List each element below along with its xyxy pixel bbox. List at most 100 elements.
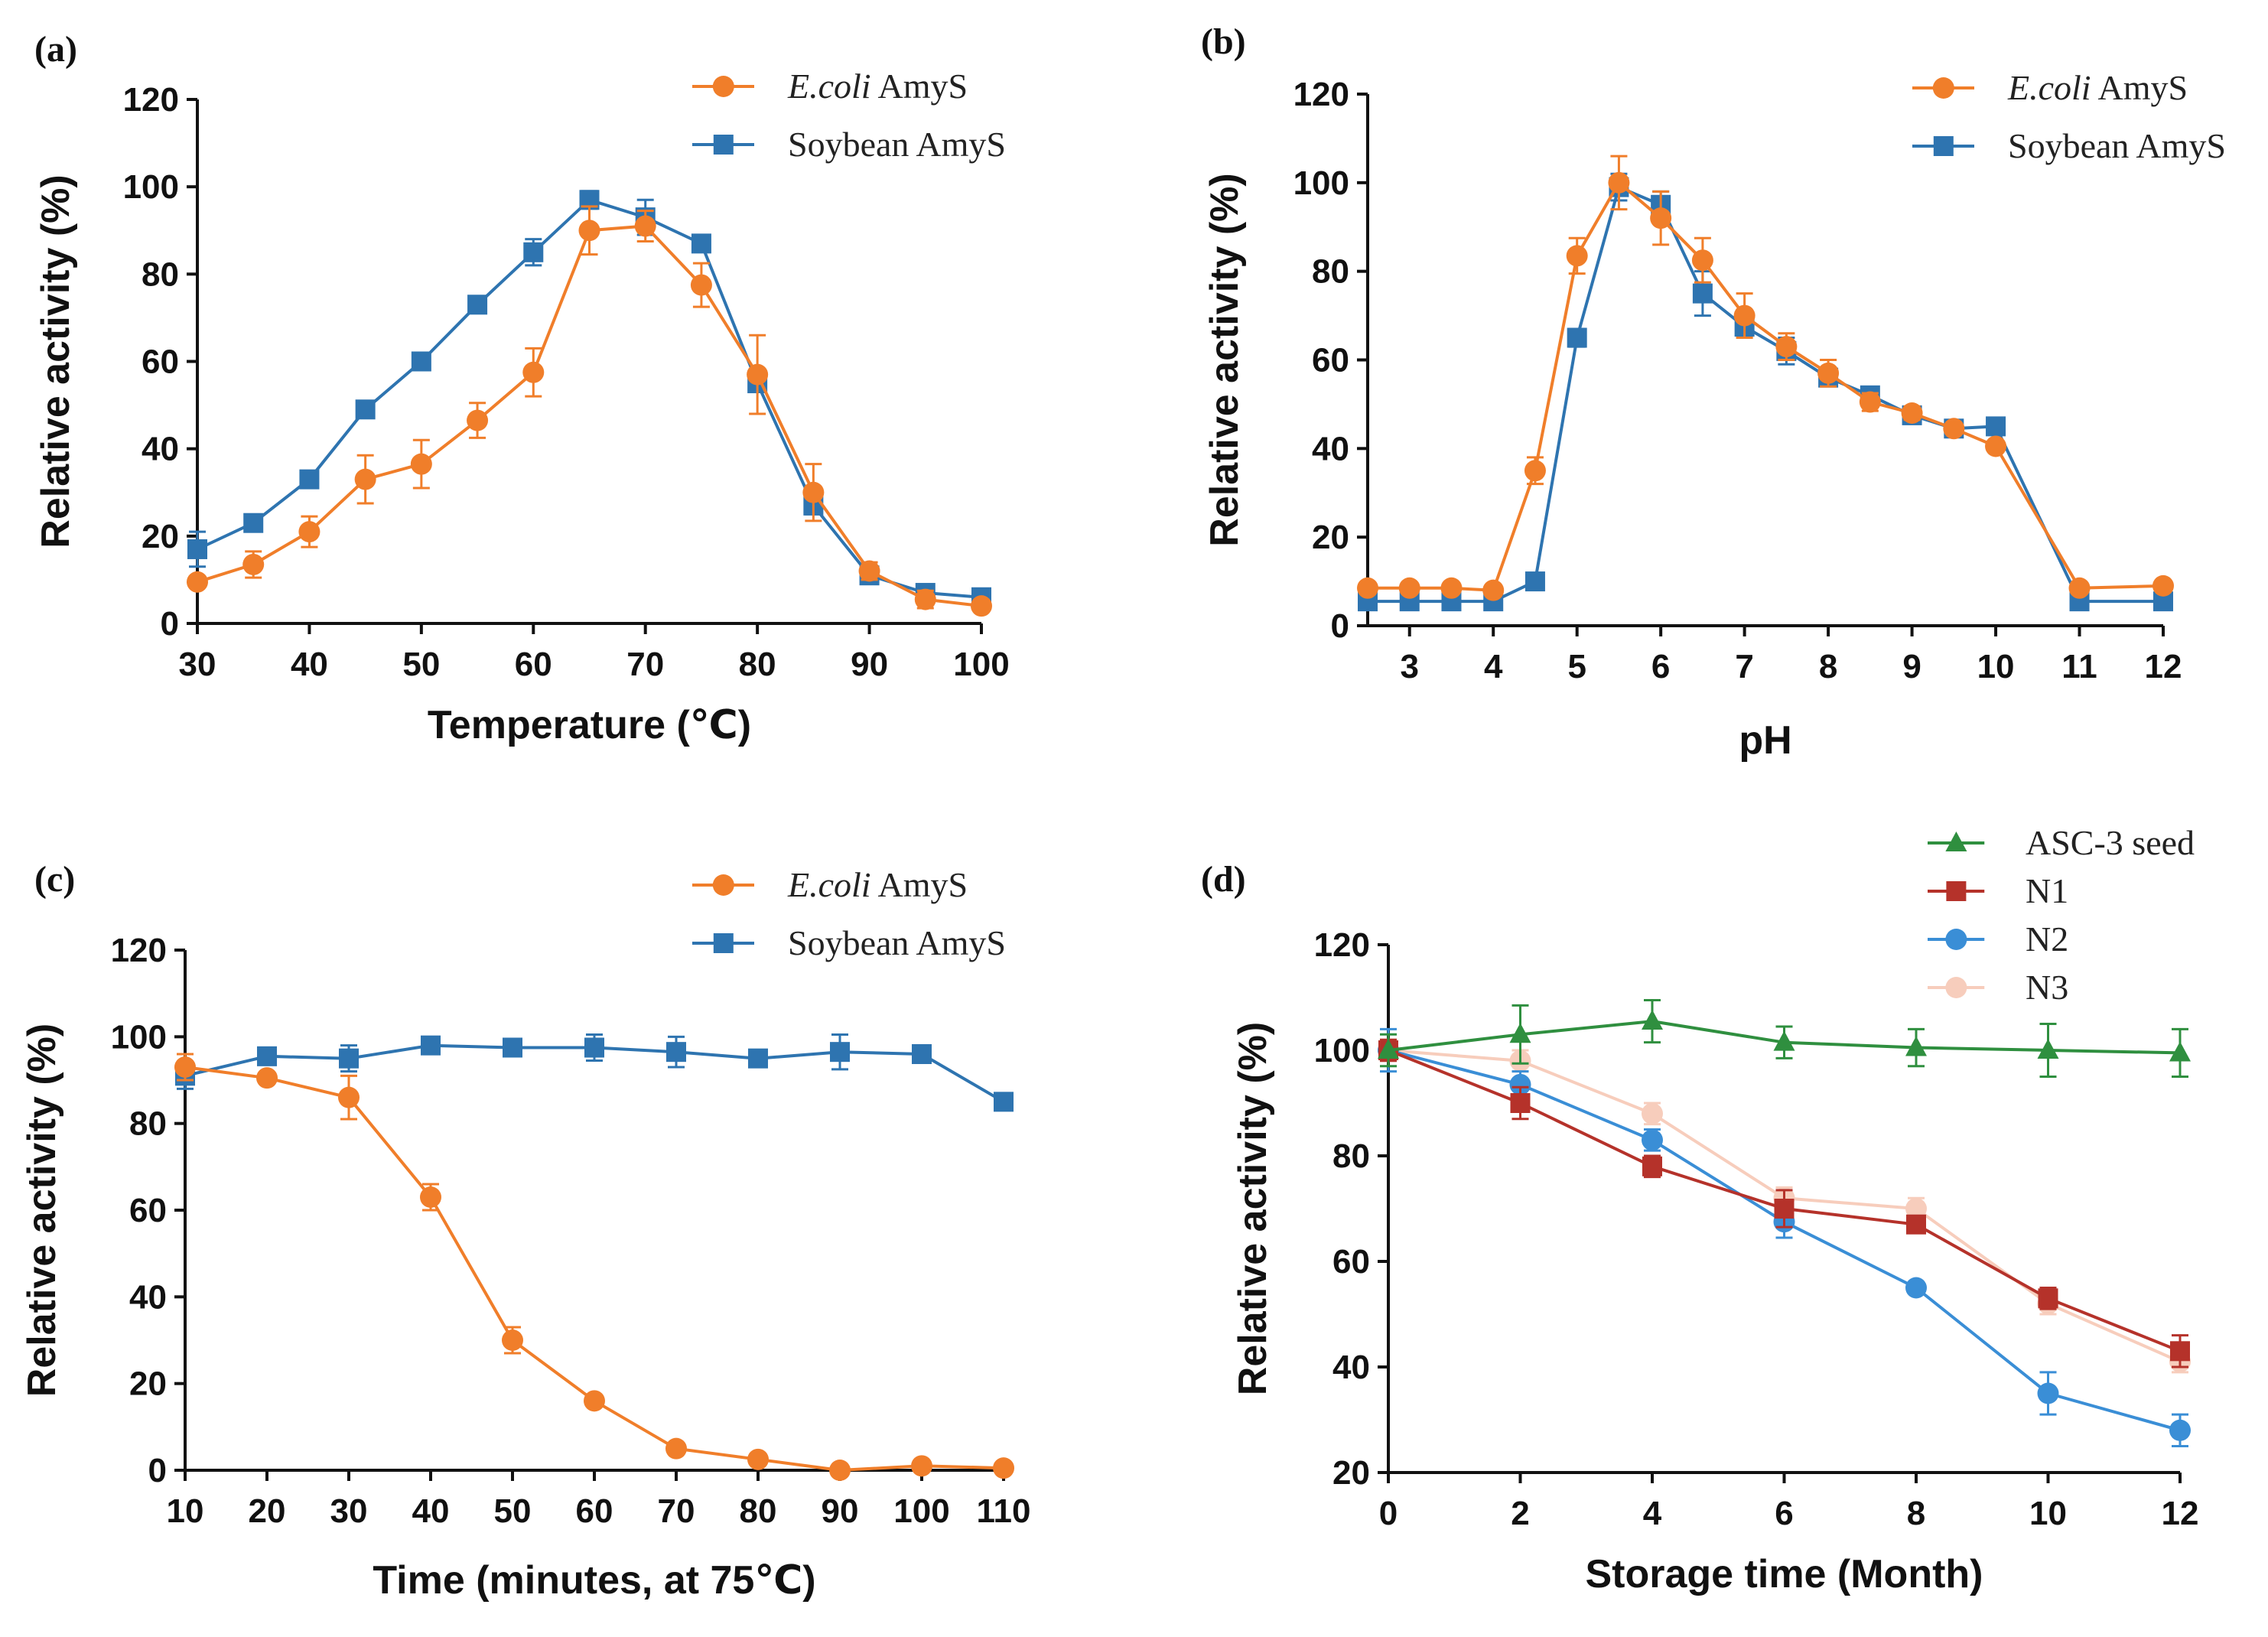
- series-e-coli-amys: [187, 205, 992, 617]
- legend-marker: [1946, 881, 1967, 901]
- y-tick-label: 60: [1332, 1243, 1370, 1281]
- x-tick-label: 10: [2029, 1495, 2067, 1532]
- legend-label-text: N2: [2026, 919, 2068, 958]
- x-tick-label: 80: [740, 1492, 777, 1530]
- legend-label: N3: [2026, 968, 2068, 1007]
- y-axis-title: Relative activity (%): [20, 1024, 64, 1397]
- legend-label: E.coli AmyS: [787, 865, 968, 904]
- data-point: [802, 481, 825, 503]
- x-tick-label: 0: [1379, 1495, 1398, 1532]
- data-point: [1817, 362, 1840, 384]
- x-tick-label: 9: [1902, 648, 1921, 685]
- data-point: [1357, 577, 1378, 599]
- y-tick-label: 20: [1332, 1454, 1370, 1492]
- data-point: [338, 1086, 360, 1108]
- x-tick-label: 4: [1484, 648, 1503, 685]
- y-axis-title: Relative activity (%): [34, 174, 78, 548]
- y-tick-label: 40: [129, 1278, 167, 1316]
- data-point: [355, 399, 376, 420]
- legend-marker: [1945, 977, 1967, 998]
- y-tick-label: 80: [129, 1105, 167, 1143]
- data-point: [747, 1448, 769, 1470]
- series-line: [1368, 181, 2164, 592]
- legend: E.coli AmyS Soybean AmyS: [692, 67, 1006, 164]
- x-tick-label: 50: [402, 646, 440, 683]
- data-point: [690, 274, 712, 296]
- y-tick-label: 80: [142, 255, 179, 293]
- series-line: [1368, 185, 2163, 604]
- data-point: [2169, 1419, 2191, 1441]
- data-point: [298, 521, 321, 543]
- data-point: [2169, 1041, 2191, 1062]
- data-point: [666, 1042, 686, 1063]
- panel-d: (d) 20 40 60 80 100 120 0 2 4 6 8 10 12 Storage time (…: [1201, 823, 2198, 1596]
- legend-label: E.coli AmyS: [787, 67, 968, 106]
- data-point: [665, 1437, 687, 1460]
- legend-label: N1: [2026, 871, 2068, 910]
- series-e-coli-amys: [1357, 155, 2174, 601]
- legend-label: Soybean AmyS: [2008, 126, 2226, 165]
- data-point: [1943, 418, 1965, 440]
- legend-marker: [1945, 929, 1967, 950]
- x-tick-label: 3: [1400, 648, 1418, 685]
- data-point: [994, 1092, 1014, 1112]
- data-point: [187, 539, 207, 559]
- data-point: [1566, 245, 1588, 267]
- y-tick-label: 40: [1312, 430, 1349, 467]
- data-point: [578, 220, 600, 242]
- data-point: [1524, 460, 1546, 482]
- legend-marker: [1945, 832, 1967, 851]
- y-tick-label: 100: [1314, 1032, 1370, 1069]
- y-tick-label: 100: [1293, 164, 1349, 202]
- x-tick-label: 20: [249, 1492, 286, 1530]
- data-point: [523, 242, 544, 262]
- data-point: [1509, 1023, 1531, 1043]
- x-tick-label: 70: [626, 646, 664, 683]
- data-point: [829, 1460, 851, 1481]
- x-tick-label: 40: [412, 1492, 450, 1530]
- x-tick-label: 100: [893, 1492, 949, 1530]
- x-tick-label: 50: [494, 1492, 532, 1530]
- y-tick-label: 100: [123, 168, 179, 206]
- data-point: [1642, 1129, 1663, 1151]
- legend-label-text: ASC-3 seed: [2026, 823, 2195, 862]
- legend: ASC-3 seed N1 N2 N3: [1928, 823, 2195, 1007]
- data-point: [1509, 1073, 1531, 1095]
- panel-label: (b): [1201, 21, 1246, 62]
- x-tick-label: 60: [515, 646, 552, 683]
- legend-marker: [712, 76, 734, 97]
- data-point: [1650, 207, 1672, 229]
- data-point: [1692, 283, 1713, 304]
- data-point: [971, 595, 992, 617]
- data-point: [503, 1037, 522, 1058]
- data-point: [243, 513, 264, 533]
- y-tick-label: 0: [161, 605, 179, 643]
- y-tick-label: 20: [1312, 519, 1349, 556]
- x-tick-label: 30: [179, 646, 216, 683]
- legend-marker: [1933, 136, 1954, 156]
- data-point: [502, 1329, 523, 1351]
- data-point: [2170, 1341, 2190, 1362]
- y-tick-label: 120: [111, 932, 167, 969]
- data-point: [1691, 249, 1713, 272]
- series-line: [197, 224, 982, 608]
- legend-label-italic: E.coli: [787, 67, 871, 106]
- y-tick-label: 60: [129, 1192, 167, 1229]
- data-point: [467, 409, 489, 431]
- data-point: [2068, 577, 2091, 599]
- x-tick-label: 11: [2061, 648, 2097, 685]
- x-tick-label: 100: [953, 646, 1009, 683]
- y-tick-label: 20: [142, 518, 179, 555]
- x-tick-label: 7: [1735, 648, 1753, 685]
- data-point: [299, 469, 320, 490]
- series-soybean-amys: [1358, 172, 2173, 612]
- x-tick-label: 110: [977, 1492, 1031, 1530]
- data-point: [830, 1042, 850, 1063]
- panel-a: (a) 0 20 40 60 80 100 120 30 40 50 60 70 80 90 100 Tempe…: [34, 29, 1010, 747]
- legend-label-italic: E.coli: [787, 865, 871, 904]
- panel-c: (c) 0 20 40 60 80 100 120 10 20 30 40 50 60 70 80 90 100 1…: [20, 859, 1030, 1603]
- data-point: [1774, 1199, 1795, 1219]
- y-tick-label: 80: [1332, 1137, 1370, 1175]
- data-point: [1986, 416, 2006, 437]
